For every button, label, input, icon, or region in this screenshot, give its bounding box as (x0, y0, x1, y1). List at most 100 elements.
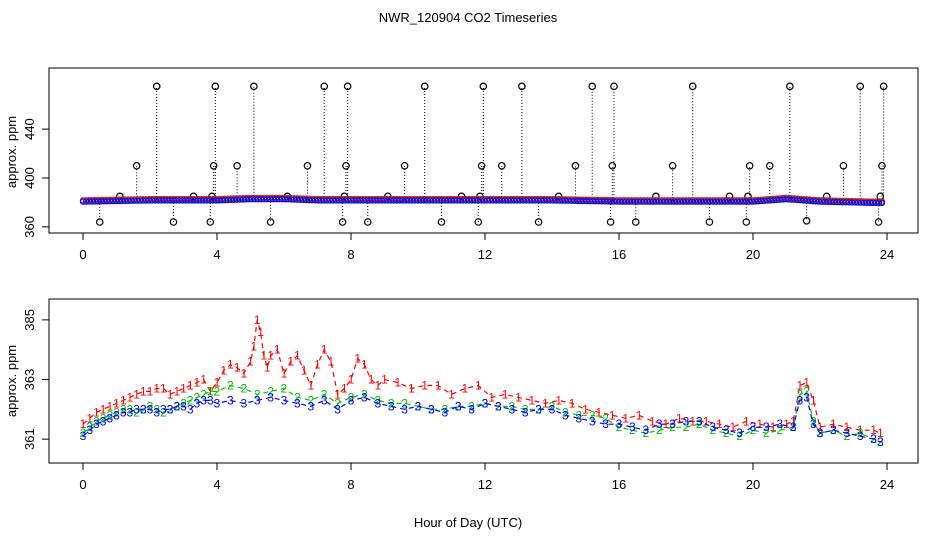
baseline-point-blue (299, 196, 307, 204)
series-point-3: 3 (294, 396, 301, 410)
baseline-point-blue (330, 197, 337, 204)
series-point-3: 3 (147, 402, 154, 416)
baseline-point-blue (143, 197, 150, 204)
baseline-point-blue (860, 199, 868, 206)
series-point-3: 3 (207, 393, 214, 407)
baseline-point-blue (842, 199, 849, 206)
baseline-point-blue (797, 196, 804, 204)
series-point-3: 3 (240, 396, 247, 410)
series-point-2: 2 (388, 396, 395, 410)
series-point-1: 1 (569, 396, 576, 410)
series-point-1: 1 (368, 373, 375, 387)
series-point-3: 3 (575, 411, 582, 425)
series-point-3: 3 (133, 402, 140, 416)
baseline-point-blue (809, 197, 816, 205)
baseline-point-blue (622, 198, 629, 205)
series-point-2: 2 (106, 408, 113, 422)
series-point-3: 3 (482, 396, 489, 410)
baseline-point-blue (604, 198, 611, 205)
series-point-2: 2 (294, 390, 301, 404)
spike-point (206, 218, 215, 226)
series-point-2: 2 (843, 429, 850, 443)
series-point-1: 1 (622, 411, 629, 425)
baseline-point-blue (839, 198, 846, 206)
baseline-point-blue (146, 197, 153, 204)
baseline-point-blue (532, 197, 539, 204)
baseline-point-blue (580, 197, 587, 205)
series-point-1: 1 (542, 396, 549, 410)
baseline-point-blue (492, 197, 500, 204)
baseline-point-blue (302, 196, 310, 204)
series-point-1: 1 (462, 381, 469, 395)
series-point-2: 2 (133, 405, 140, 419)
baseline-point-blue (375, 197, 382, 204)
series-point-1: 1 (113, 396, 120, 410)
series-point-3: 3 (267, 390, 274, 404)
series-point-3: 3 (214, 396, 221, 410)
series-point-2: 2 (522, 402, 529, 416)
baseline-point-blue (260, 195, 268, 203)
series-point-1: 1 (515, 390, 522, 404)
top-panel-frame (48, 67, 919, 234)
series-point-3: 3 (187, 402, 194, 416)
series-point-1: 1 (435, 378, 442, 392)
baseline-point-blue (504, 197, 512, 204)
spike-point (786, 82, 794, 91)
baseline-point-blue (366, 197, 373, 204)
baseline-point-blue (544, 197, 551, 204)
baseline-point-blue (538, 197, 545, 204)
spike-point (303, 161, 312, 170)
baseline-point-blue (369, 197, 376, 204)
baseline-point-blue (725, 198, 732, 205)
series-point-1: 1 (261, 349, 268, 363)
series-point-3: 3 (388, 399, 395, 413)
series-point-1: 1 (421, 378, 428, 392)
baseline-point-blue (845, 199, 853, 206)
baseline-point-blue (803, 197, 810, 204)
series-point-3: 3 (736, 426, 743, 440)
baseline-point-blue (462, 197, 470, 204)
series-point-2: 2 (441, 402, 448, 416)
series-point-3: 3 (86, 423, 93, 437)
baseline-point-blue (577, 197, 584, 205)
baseline-point-blue (85, 198, 93, 205)
spike-point (608, 161, 617, 170)
series-point-3: 3 (194, 396, 201, 410)
baseline-point-blue (694, 198, 702, 205)
baseline-point-blue (149, 197, 156, 204)
baseline-point-blue (547, 197, 554, 204)
baseline-point-blue (866, 199, 874, 207)
series-point-3: 3 (669, 417, 676, 431)
series-point-3: 3 (180, 399, 187, 413)
baseline-point-blue (287, 196, 295, 203)
series-point-2: 2 (321, 387, 328, 401)
series-point-3: 3 (629, 420, 636, 434)
y-tick-label: 363 (22, 369, 37, 391)
baseline-point-blue (327, 197, 334, 204)
baseline-point-blue (239, 196, 246, 203)
baseline-point-blue (764, 197, 771, 204)
series-point-2: 2 (683, 420, 690, 434)
baseline-point-blue (592, 197, 599, 205)
series-point-1: 1 (264, 361, 271, 375)
series-point-1: 1 (408, 381, 415, 395)
baseline-point-blue (122, 197, 129, 205)
series-point-2: 2 (656, 423, 663, 437)
baseline-point-blue (248, 195, 256, 203)
series-point-1: 1 (200, 373, 207, 387)
series-point-1: 1 (287, 355, 294, 369)
series-point-2: 2 (750, 423, 757, 437)
series-point-1: 1 (140, 384, 147, 398)
baseline-point-blue (761, 197, 768, 204)
series-point-3: 3 (696, 414, 703, 428)
baseline-point-blue (535, 197, 542, 204)
baseline-point-blue (423, 197, 430, 204)
series-point-2: 2 (86, 420, 93, 434)
spike-point (571, 161, 580, 170)
baseline-point-blue (553, 197, 560, 204)
series-point-2: 2 (214, 384, 221, 398)
series-point-3: 3 (723, 423, 730, 437)
baseline-point-blue (372, 197, 379, 204)
series-point-2: 2 (113, 405, 120, 419)
spike-point (874, 218, 883, 226)
